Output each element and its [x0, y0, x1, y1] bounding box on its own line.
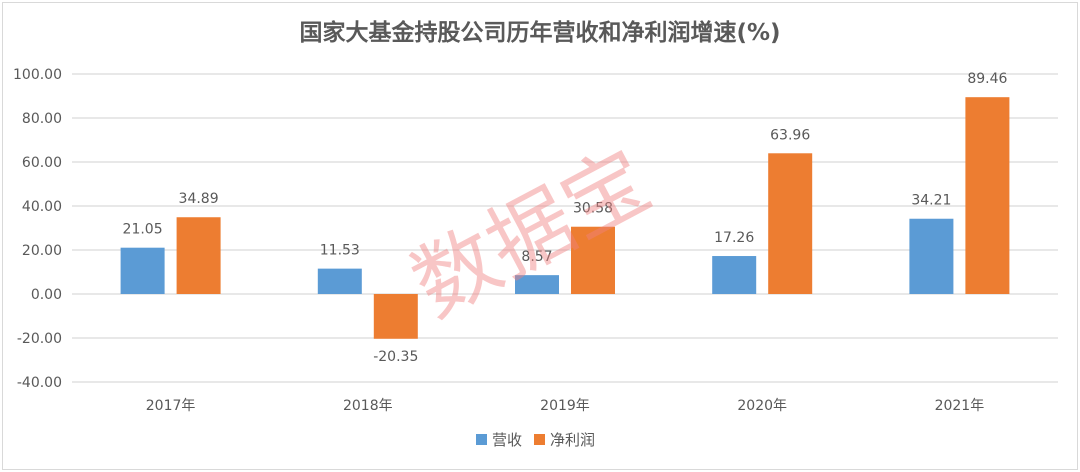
- x-axis: 2017年 2018年 2019年 2020年 2021年: [146, 398, 984, 414]
- data-label: 63.96: [770, 127, 810, 143]
- bar-净利润: [373, 294, 418, 339]
- y-tick-label: -40.00: [17, 375, 62, 391]
- legend: 营收 净利润: [476, 431, 595, 449]
- y-tick-label: 60.00: [22, 155, 62, 171]
- bar-净利润: [176, 217, 221, 294]
- data-label: 17.26: [714, 230, 754, 246]
- bar-净利润: [571, 226, 615, 294]
- data-label: 8.57: [521, 249, 552, 265]
- bar-营收: [712, 256, 757, 294]
- data-labels: 21.05 34.89 11.53 -20.35 8.57 30.58 17.26 63.96…: [123, 71, 1008, 365]
- bar-营收: [317, 268, 362, 294]
- y-tick-label: 20.00: [22, 243, 62, 259]
- y-tick-label: 100.00: [13, 67, 62, 83]
- data-label: 21.05: [123, 222, 163, 238]
- y-tick-label: 0.00: [31, 287, 62, 303]
- x-tick-label: 2018年: [343, 398, 393, 414]
- legend-label: 营收: [492, 431, 522, 449]
- gridlines: -40.00 -20.00 0.00 20.00 40.00 60.00 80.00 100.…: [13, 67, 1058, 391]
- data-label: 11.53: [320, 243, 360, 259]
- y-tick-label: 40.00: [22, 199, 62, 215]
- chart-title: 国家大基金持股公司历年营收和净利润增速(%): [299, 19, 780, 46]
- legend-swatch: [476, 434, 487, 445]
- legend-label: 净利润: [550, 431, 595, 449]
- x-tick-label: 2021年: [935, 398, 985, 414]
- data-label: -20.35: [373, 349, 418, 365]
- data-label: 34.21: [911, 193, 951, 209]
- bar-营收: [120, 247, 165, 294]
- x-tick-label: 2020年: [737, 398, 787, 414]
- y-tick-label: 80.00: [22, 111, 62, 127]
- bar-净利润: [965, 97, 1010, 294]
- data-label: 30.58: [573, 201, 613, 217]
- bar-净利润: [768, 153, 813, 294]
- bar-营收: [909, 218, 954, 294]
- legend-swatch: [534, 434, 545, 445]
- x-tick-label: 2019年: [540, 398, 590, 414]
- bars: [120, 97, 1010, 339]
- y-tick-label: -20.00: [17, 331, 62, 347]
- bar-营收: [515, 275, 559, 294]
- data-label: 89.46: [967, 71, 1007, 87]
- x-tick-label: 2017年: [146, 398, 196, 414]
- data-label: 34.89: [179, 191, 219, 207]
